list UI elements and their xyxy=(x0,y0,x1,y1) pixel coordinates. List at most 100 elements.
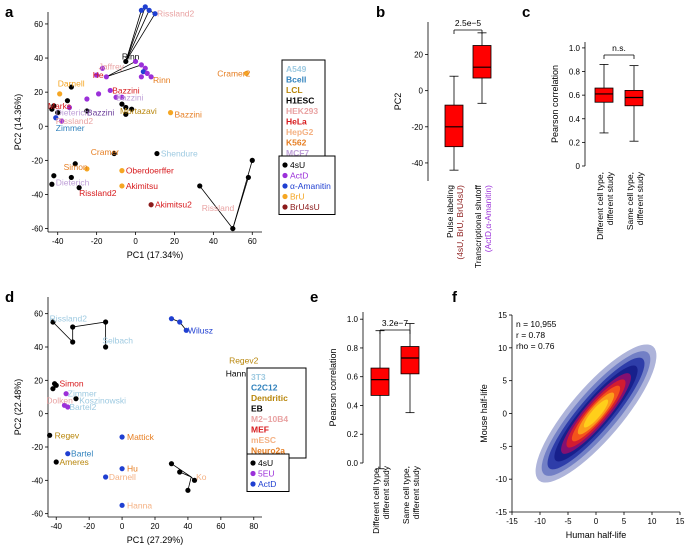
sample-point-a xyxy=(68,84,74,90)
sample-point-a xyxy=(49,181,55,187)
category-sublabel-e: different study xyxy=(411,465,421,519)
sample-point-d xyxy=(119,502,125,508)
x-tick-label-a: 40 xyxy=(209,237,218,246)
sample-point-a xyxy=(111,150,117,157)
x-axis-label-a: PC1 (17.34%) xyxy=(127,250,184,260)
y-tick-label-e: 0.8 xyxy=(347,344,359,353)
sample-point-d xyxy=(119,434,125,440)
y-tick-label-f: -10 xyxy=(495,475,507,484)
study-label-a: Akimitsu xyxy=(126,181,158,191)
y-tick-label-c: 0.8 xyxy=(569,68,581,77)
sample-point-a xyxy=(99,65,106,71)
box-b xyxy=(444,104,464,148)
y-tick-label-c: 0.4 xyxy=(569,115,581,124)
sample-point-a xyxy=(146,7,152,13)
y-axis-label-f: Mouse half-life xyxy=(479,384,489,443)
sample-point-d xyxy=(185,487,191,493)
panel-letter-d: d xyxy=(5,289,14,306)
cell-type-legend-item-d: EB xyxy=(251,404,263,414)
x-tick-label-f: 10 xyxy=(648,517,657,526)
sample-point-a xyxy=(123,104,129,111)
sample-point-d xyxy=(103,474,109,480)
y-tick-label-b: 20 xyxy=(414,51,423,60)
y-tick-label-f: -15 xyxy=(495,508,507,517)
connector-line-a xyxy=(106,64,142,78)
y-tick-label-f: -5 xyxy=(500,442,508,451)
sample-point-d xyxy=(168,316,175,322)
sample-point-a xyxy=(49,106,55,112)
method-legend-marker-a xyxy=(282,172,288,179)
density-layer xyxy=(583,399,609,428)
study-label-a: Cramer2 xyxy=(217,68,250,78)
cell-type-legend-item-a: Bcell xyxy=(286,75,306,85)
y-tick-label-e: 0.0 xyxy=(347,459,359,468)
connector-line-a xyxy=(125,6,146,62)
category-label-e: Different cell type, xyxy=(371,466,381,534)
sample-point-a xyxy=(167,110,174,116)
study-label-d: Mattick xyxy=(127,432,155,442)
y-tick-label-a: -60 xyxy=(31,225,43,234)
panel-letter-b: b xyxy=(376,4,385,21)
method-legend-marker-a xyxy=(282,204,288,210)
category-label-e: Same cell type, xyxy=(401,466,411,524)
study-label-d: Koszinowski xyxy=(79,395,126,405)
cell-type-legend-item-d: M2−10B4 xyxy=(251,414,288,424)
study-label-d: Selbach xyxy=(102,335,133,345)
y-tick-label-c: 0 xyxy=(576,162,581,171)
x-axis-label-d: PC1 (27.29%) xyxy=(127,535,184,545)
cell-type-legend-item-a: HepG2 xyxy=(286,127,314,137)
study-label-d: Zimmer xyxy=(68,389,97,399)
study-label-a: Dieterich xyxy=(56,178,90,188)
sample-point-a xyxy=(53,115,59,121)
y-tick-label-d: -20 xyxy=(31,443,43,452)
sample-point-a xyxy=(140,69,146,75)
stat-label-f: rho = 0.76 xyxy=(516,341,555,351)
y-axis-label-e: Pearson correlation xyxy=(328,348,338,426)
sample-point-a xyxy=(142,4,148,10)
y-tick-label-d: 60 xyxy=(34,310,43,319)
sample-point-d xyxy=(191,477,198,483)
sample-point-a xyxy=(64,98,71,104)
cell-type-legend-item-a: HeLa xyxy=(286,117,307,127)
study-label-a: Zimmer xyxy=(56,123,85,133)
study-label-a: Darnell xyxy=(58,79,85,89)
sample-point-a xyxy=(129,106,135,112)
cell-type-legend-item-d: Neuro2a xyxy=(251,446,285,456)
sample-point-d xyxy=(103,344,109,350)
method-legend-marker-d xyxy=(250,470,256,477)
sample-point-d xyxy=(63,391,69,397)
sample-point-a xyxy=(148,202,154,208)
x-tick-label-a: 20 xyxy=(170,237,179,246)
sample-point-a xyxy=(51,173,57,179)
y-tick-label-f: 15 xyxy=(498,311,507,320)
sample-point-d xyxy=(51,381,58,387)
method-legend-item-a: ActD xyxy=(290,171,308,181)
panel-letter-a: a xyxy=(5,4,14,21)
connector-line-a xyxy=(125,13,156,62)
study-label-d: Ko xyxy=(196,472,207,482)
cell-type-legend-item-a: A549 xyxy=(286,64,307,74)
cell-type-legend-item-a: HEK293 xyxy=(286,106,318,116)
study-label-d: Ameres xyxy=(60,457,89,467)
sample-point-d xyxy=(70,324,76,330)
study-label-a: Jaffrey xyxy=(99,62,125,72)
category-sublabel-b: (ActD,α-Amanitin) xyxy=(483,185,493,252)
p-value-label-c: n.s. xyxy=(612,43,626,53)
x-tick-label-f: -5 xyxy=(564,517,572,526)
sample-point-a xyxy=(119,101,125,107)
panel-letter-c: c xyxy=(522,4,530,21)
method-legend-marker-a xyxy=(282,162,288,168)
box-b xyxy=(472,45,492,79)
category-sublabel-c: different study xyxy=(635,171,645,225)
sample-point-a xyxy=(84,166,90,172)
sample-point-d xyxy=(65,451,71,457)
cell-type-legend-item-a: LCL xyxy=(286,85,303,95)
sample-point-a xyxy=(76,185,82,191)
cell-type-legend-item-d: mESC xyxy=(251,435,276,445)
study-label-a: Rissland2 xyxy=(79,188,117,198)
study-label-a: Dieterich xyxy=(56,108,90,118)
box-c xyxy=(594,87,614,103)
sample-point-d xyxy=(177,319,183,325)
x-tick-label-d: -20 xyxy=(83,522,95,531)
